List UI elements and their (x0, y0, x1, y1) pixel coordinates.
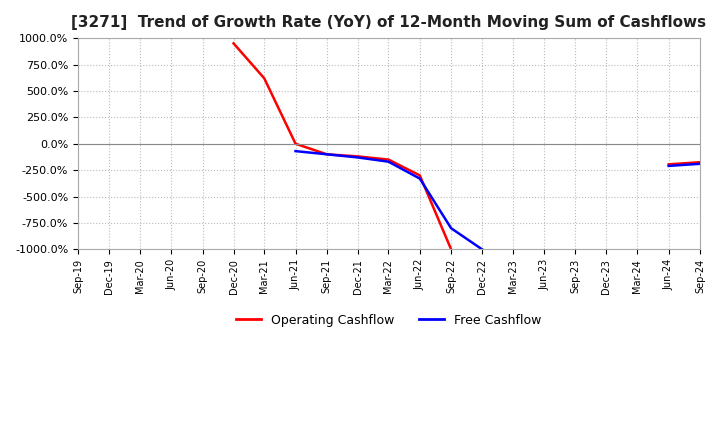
Legend: Operating Cashflow, Free Cashflow: Operating Cashflow, Free Cashflow (231, 309, 547, 332)
Title: [3271]  Trend of Growth Rate (YoY) of 12-Month Moving Sum of Cashflows: [3271] Trend of Growth Rate (YoY) of 12-… (71, 15, 706, 30)
